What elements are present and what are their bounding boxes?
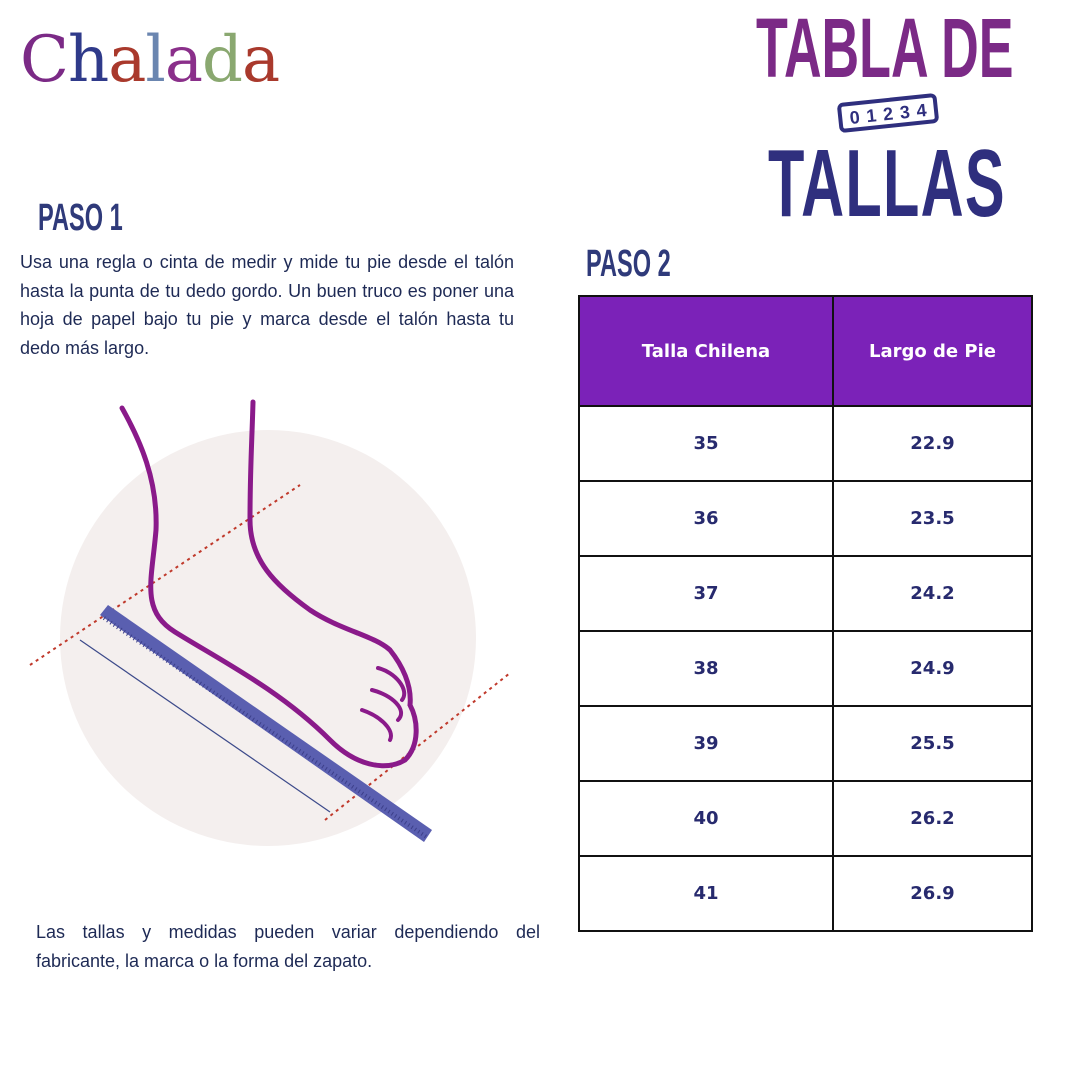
ruler-digit: 4 bbox=[915, 100, 928, 121]
heel-guide-line bbox=[29, 484, 301, 666]
size-cell: 37 bbox=[578, 555, 834, 632]
table-row: 35 22.9 bbox=[578, 405, 1033, 482]
logo-letter: h bbox=[67, 23, 109, 97]
size-cell: 41 bbox=[578, 855, 834, 932]
table-row: 38 24.9 bbox=[578, 630, 1033, 707]
size-cell: 38 bbox=[578, 630, 834, 707]
size-table: Talla Chilena Largo de Pie 35 22.9 36 23.5 3… bbox=[578, 295, 1033, 932]
measure-arrow bbox=[79, 639, 331, 813]
header-largo-de-pie: Largo de Pie bbox=[832, 295, 1033, 407]
length-cell: 23.5 bbox=[832, 480, 1033, 557]
title-line-2: TALLAS bbox=[768, 130, 1006, 237]
foot-measure-illustration bbox=[29, 399, 511, 846]
disclaimer-note: Las tallas y medidas pueden variar depen… bbox=[36, 922, 540, 971]
logo-letter: a bbox=[164, 23, 203, 97]
toe-guide-line bbox=[324, 672, 511, 821]
length-cell: 25.5 bbox=[832, 705, 1033, 782]
foot-outline bbox=[119, 399, 419, 769]
logo-letter: d bbox=[201, 23, 243, 97]
toes bbox=[360, 666, 407, 742]
size-cell: 39 bbox=[578, 705, 834, 782]
length-cell: 22.9 bbox=[832, 405, 1033, 482]
ruler-digit: 2 bbox=[882, 103, 895, 125]
header-talla-chilena: Talla Chilena bbox=[578, 295, 834, 407]
ruler-digit: 3 bbox=[898, 101, 911, 123]
logo-letter: a bbox=[108, 23, 146, 97]
length-cell: 24.9 bbox=[832, 630, 1033, 707]
logo-letter: C bbox=[20, 23, 69, 97]
ruler-digit: 0 bbox=[848, 107, 861, 128]
length-cell: 26.2 bbox=[832, 780, 1033, 857]
step2-heading: PASO 2 bbox=[586, 243, 671, 285]
size-cell: 36 bbox=[578, 480, 834, 557]
logo-letter: a bbox=[241, 23, 280, 97]
background-circle bbox=[60, 430, 476, 846]
table-row: 37 24.2 bbox=[578, 555, 1033, 632]
size-cell: 35 bbox=[578, 405, 834, 482]
table-row: 36 23.5 bbox=[578, 480, 1033, 557]
table-row: 41 26.9 bbox=[578, 855, 1033, 932]
length-cell: 24.2 bbox=[832, 555, 1033, 632]
size-cell: 40 bbox=[578, 780, 834, 857]
table-row: 39 25.5 bbox=[578, 705, 1033, 782]
step1-heading: PASO 1 bbox=[38, 197, 123, 239]
chalada-logo: Chalada bbox=[20, 20, 280, 100]
logo-letter: l bbox=[145, 23, 165, 97]
step1-text: Usa una regla o cinta de medir y mide tu… bbox=[20, 252, 514, 358]
ruler-icon bbox=[100, 605, 432, 842]
title-line-1: TABLA DE bbox=[756, 1, 1014, 95]
length-cell: 26.9 bbox=[832, 855, 1033, 932]
table-row: 40 26.2 bbox=[578, 780, 1033, 857]
ruler-digit: 1 bbox=[865, 105, 878, 127]
